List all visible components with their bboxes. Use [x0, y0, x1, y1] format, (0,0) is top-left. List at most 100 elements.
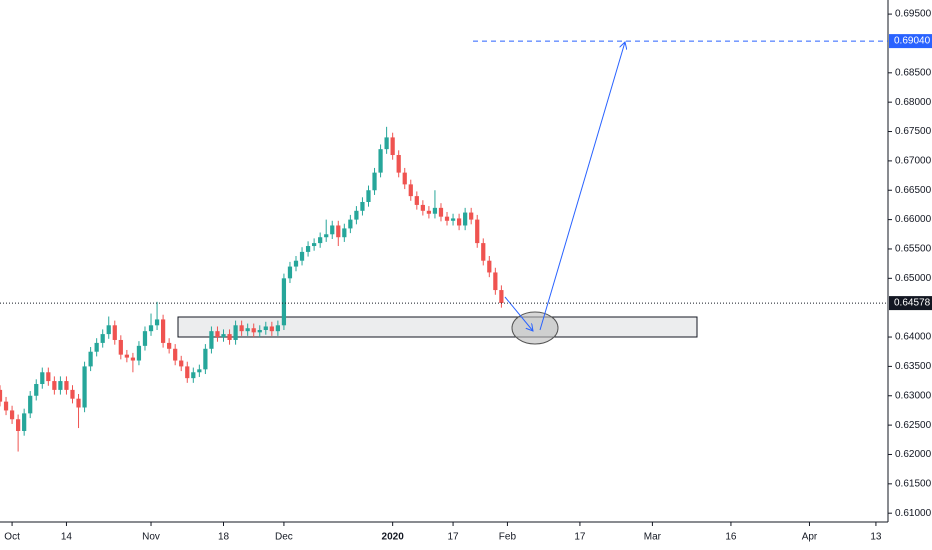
price-label: 0.69040	[894, 36, 931, 47]
candle-body	[312, 243, 317, 247]
candle-body	[402, 172, 407, 185]
price-label-box	[889, 34, 932, 49]
y-tick-label: 0.63000	[895, 390, 932, 401]
candle-body	[58, 381, 63, 390]
candle-body	[46, 372, 51, 382]
y-tick-label: 0.64000	[895, 332, 932, 343]
candle-body	[64, 381, 69, 390]
candle-body	[426, 210, 432, 214]
candle-body	[88, 351, 93, 367]
x-tick-label: 17	[447, 532, 459, 543]
support-zone	[177, 316, 698, 338]
candle-body	[324, 234, 329, 238]
candle-body	[263, 326, 268, 330]
x-tick-label: 18	[218, 532, 230, 543]
price-label-box	[889, 296, 932, 311]
candle-body	[420, 204, 425, 211]
candle-body	[9, 410, 15, 420]
candle-body	[275, 325, 280, 332]
candle-body	[384, 137, 389, 150]
candle-body	[136, 345, 142, 361]
candle-body	[28, 395, 33, 414]
x-tick-label: 14	[61, 532, 73, 543]
candle-body	[112, 325, 117, 340]
candle-body	[40, 372, 45, 385]
candle-body	[287, 266, 293, 279]
candle-body	[94, 342, 99, 352]
candle-body	[414, 196, 419, 205]
candle-body	[100, 334, 105, 343]
candle-body	[354, 210, 359, 220]
candle-body	[179, 360, 184, 367]
candle-body	[396, 155, 401, 173]
candle-body	[305, 246, 311, 252]
y-tick-label: 0.69500	[895, 9, 932, 20]
x-tick-label: 16	[725, 532, 737, 543]
candle-body	[209, 331, 214, 349]
candle-body	[245, 328, 250, 332]
candle-body	[154, 319, 160, 326]
candle-body	[142, 331, 148, 346]
arrow-up	[539, 42, 625, 331]
x-tick-label: Dec	[275, 532, 293, 543]
x-tick-label: Mar	[644, 532, 662, 543]
candle-body	[360, 201, 365, 211]
candle-body	[221, 334, 226, 338]
candle-body	[124, 354, 129, 358]
candle-body	[408, 184, 413, 197]
candle-body	[257, 329, 262, 333]
y-tick-label: 0.63500	[895, 361, 932, 372]
y-tick-label: 0.65500	[895, 244, 932, 255]
candle-body	[475, 219, 480, 244]
price-label: 0.64578	[894, 298, 931, 309]
y-tick-label: 0.67500	[895, 126, 932, 137]
candle-body	[487, 260, 492, 273]
y-tick-label: 0.66500	[895, 185, 932, 196]
y-tick-label: 0.67000	[895, 156, 932, 167]
y-tick-label: 0.68500	[895, 67, 932, 78]
y-tick-label: 0.61000	[895, 508, 932, 519]
candle-body	[493, 272, 498, 291]
candle-body	[390, 137, 395, 156]
candle-body	[444, 216, 450, 221]
arrow-down	[504, 296, 533, 331]
candle-body	[160, 319, 166, 343]
candle-body	[348, 219, 353, 229]
candle-body	[239, 325, 244, 332]
candle-body	[106, 325, 111, 335]
candle-body	[16, 419, 21, 431]
x-tick-label: 13	[870, 532, 882, 543]
candle-body	[330, 225, 335, 235]
candle-body	[269, 326, 274, 332]
candle-body	[372, 172, 377, 191]
candle-body	[203, 348, 208, 370]
candle-body	[281, 278, 287, 326]
candle-body	[299, 251, 305, 261]
y-tick-label: 0.62000	[895, 449, 932, 460]
candle-body	[342, 228, 347, 238]
candle-body	[318, 237, 323, 244]
candle-body	[463, 212, 468, 226]
candle-body	[197, 369, 202, 373]
candle-body	[167, 342, 172, 349]
candle-body	[185, 366, 190, 379]
candle-body	[293, 260, 299, 267]
candle-body	[52, 381, 57, 390]
candle-body	[499, 290, 504, 303]
candle-body	[173, 348, 178, 361]
candle-body	[432, 207, 438, 214]
candle-body	[70, 389, 75, 399]
x-tick-label: Feb	[499, 532, 517, 543]
candle-body	[336, 225, 341, 238]
y-tick-label: 0.61500	[895, 478, 932, 489]
candle-body	[82, 366, 87, 408]
candle-body	[227, 334, 232, 340]
candle-body	[76, 398, 81, 408]
candle-body	[233, 325, 238, 340]
candle-body	[469, 212, 474, 220]
x-tick-label: 2020	[382, 532, 405, 543]
x-tick-label: Oct	[4, 532, 20, 543]
candle-body	[22, 413, 27, 431]
